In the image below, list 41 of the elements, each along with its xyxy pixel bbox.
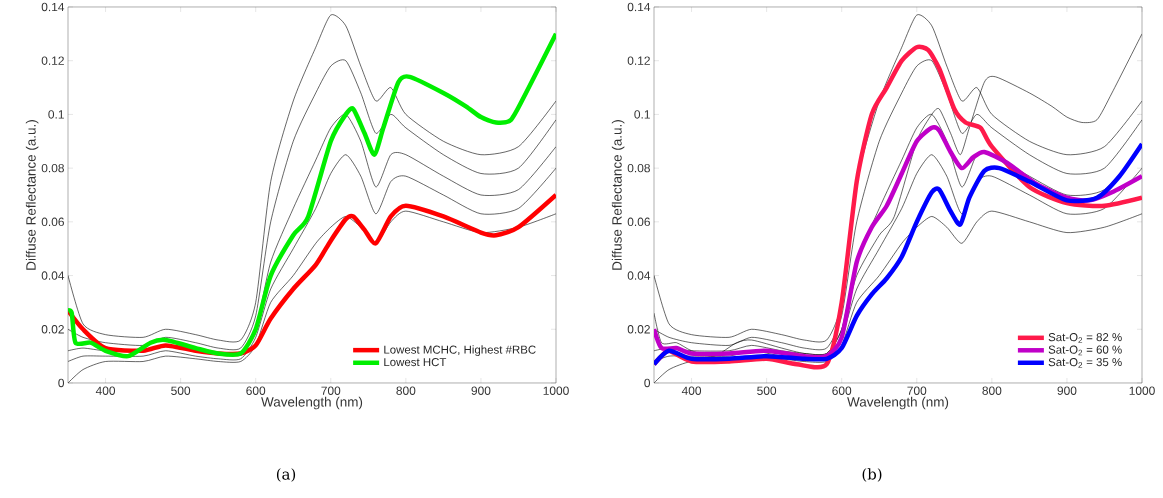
x-tick-label: 1000 [543, 386, 569, 395]
x-tick-label: 700 [907, 386, 927, 395]
y-tick-label: 0.1 [48, 110, 64, 119]
y-tick-label: 0.02 [41, 325, 64, 334]
x-axis-title: Wavelength (nm) [261, 396, 363, 410]
x-tick-label: 400 [95, 386, 116, 395]
y-tick-label: 0.06 [41, 217, 64, 227]
x-tick-label: 700 [321, 386, 341, 395]
x-tick-label: 900 [471, 386, 491, 395]
x-tick-label: 900 [1057, 386, 1077, 395]
legend-label: Sat-O$_{2}$ = 60 % [1048, 345, 1122, 356]
legend-label: Lowest MCHC, Highest #RBC [384, 345, 536, 356]
y-tick-label: 0.02 [627, 325, 650, 334]
y-tick-label: 0.14 [627, 2, 651, 12]
y-tick-label: 0 [644, 378, 651, 388]
x-tick-label: 500 [757, 386, 777, 395]
y-tick-label: 0.14 [41, 2, 65, 12]
x-tick-label: 800 [982, 386, 1002, 395]
y-tick-label: 0.04 [41, 271, 65, 280]
text: (b) [862, 468, 882, 482]
x-axis-title: Wavelength (nm) [847, 396, 949, 410]
y-tick-label: 0.12 [41, 56, 64, 65]
y-tick-label: 0.12 [627, 56, 650, 65]
y-axis-title: Diffuse Reflectance (a.u.) [25, 120, 39, 270]
x-tick-label: 1000 [1129, 386, 1155, 395]
legend-label: Sat-O$_{2}$ = 82 % [1048, 333, 1122, 343]
y-tick-label: 0.08 [627, 163, 650, 173]
text: (a) [276, 468, 296, 482]
x-tick-label: 600 [246, 386, 266, 395]
y-tick-label: 0.04 [627, 271, 651, 280]
legend-label: Lowest HCT [384, 358, 447, 367]
y-tick-label: 0.1 [634, 110, 650, 119]
x-tick-label: 400 [681, 386, 702, 395]
legend-label: Sat-O$_{2}$ = 35 % [1048, 358, 1122, 368]
y-tick-label: 0.08 [41, 163, 64, 173]
x-tick-label: 600 [832, 386, 852, 395]
x-tick-label: 500 [171, 386, 191, 395]
y-axis-title: Diffuse Reflectance (a.u.) [611, 120, 625, 270]
y-tick-label: 0.06 [627, 217, 650, 227]
x-tick-label: 800 [396, 386, 416, 395]
y-tick-label: 0 [58, 378, 65, 388]
